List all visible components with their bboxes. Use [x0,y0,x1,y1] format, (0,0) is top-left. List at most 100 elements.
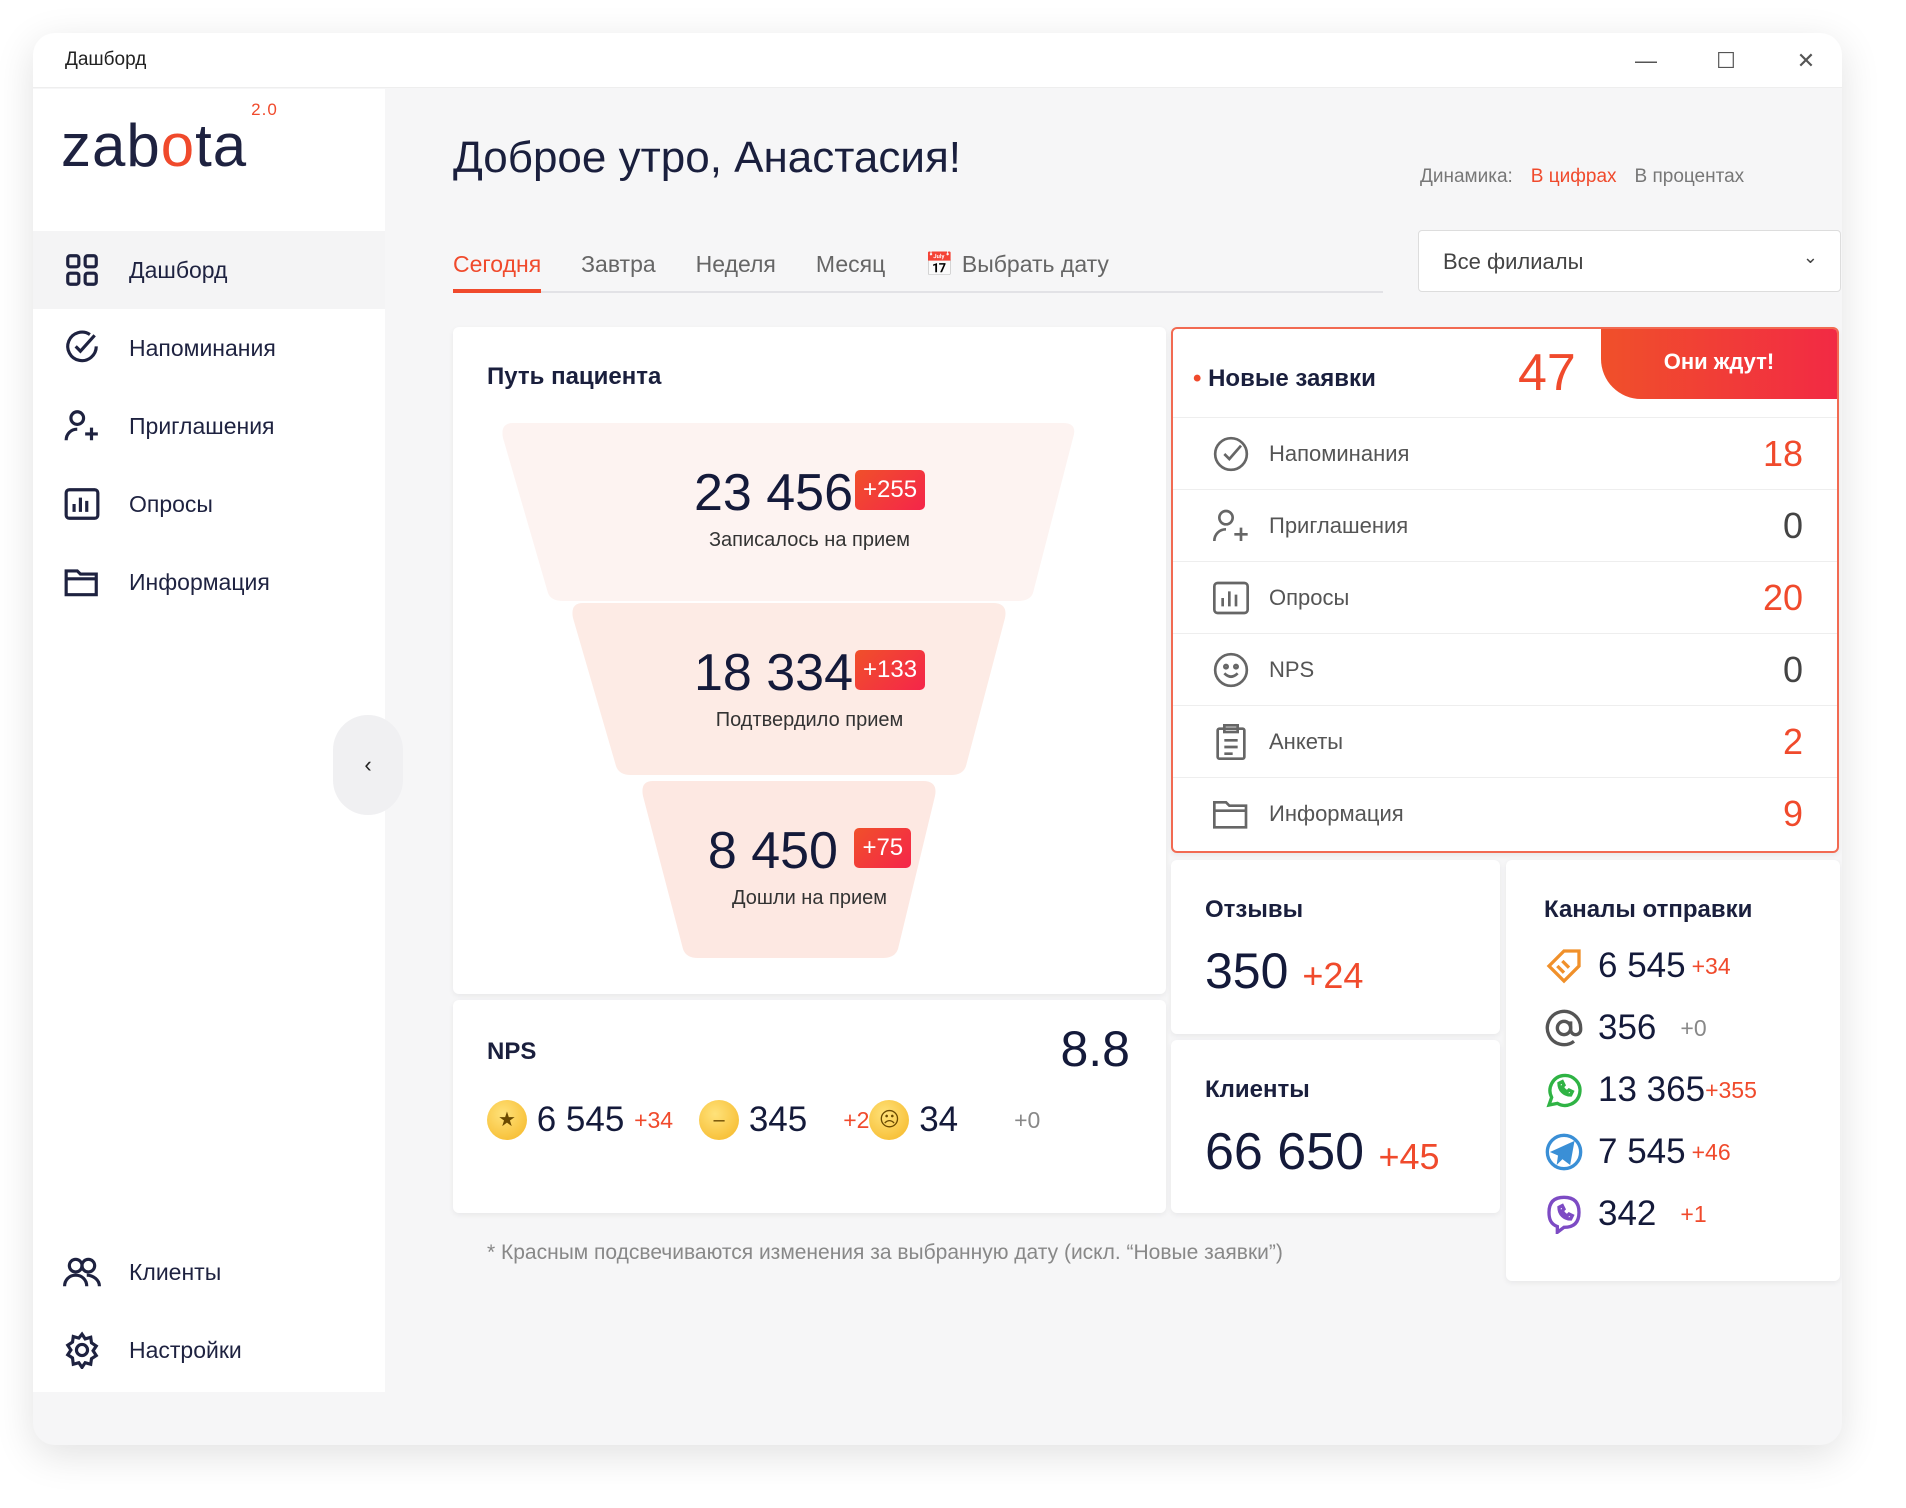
row-label: Опросы [1269,584,1350,610]
stage-value: 18 334 +133 [453,643,1166,703]
clients-card: Клиенты 66 650 +45 [1171,1040,1500,1213]
card-title: Каналы отправки [1544,896,1753,923]
row-label: Напоминания [1269,440,1410,466]
sidebar-item-settings[interactable]: Настройки [33,1311,385,1389]
row-value: 20 [1762,576,1803,618]
sidebar-item-label: Информация [129,568,270,595]
telegram-icon [1545,1133,1583,1171]
funnel-shape [642,781,936,958]
card-title: Отзывы [1205,896,1304,923]
tab-month[interactable]: Месяц [815,251,886,277]
maximize-button[interactable]: ☐ [1716,48,1736,73]
card-title: • Новые заявки [1193,365,1376,392]
row-value: 0 [1782,504,1803,546]
sidebar-item-reminders[interactable]: Напоминания [33,309,385,387]
request-row-information[interactable]: Информация 9 [1173,777,1837,849]
clipboard-icon [1216,723,1246,760]
row-value: 18 [1762,432,1803,474]
tab-week[interactable]: Неделя [695,251,776,277]
funnel-stage: 23 456 +255 Записалось на прием [453,423,1166,603]
row-label: Приглашения [1269,512,1409,538]
delta-badge: +75 [854,828,912,869]
nps-card: NPS 8.8 ★ 6 545 +34 – 345 +2 ☹ 34 +0 [453,1000,1166,1213]
card-title: NPS [487,1038,537,1065]
stage-label: Записалось на прием [708,529,911,551]
dynamics-numbers-option[interactable]: В цифрах [1530,166,1617,187]
sidebar-item-surveys[interactable]: Опросы [33,465,385,543]
detractors-delta: +0 [1014,1106,1041,1133]
whatsapp-icon [1546,1073,1582,1108]
dynamics-toggle: Динамика: В цифрах В процентах [1420,166,1744,188]
close-button[interactable]: ✕ [1796,48,1816,73]
neutral-face-icon: – [699,1100,740,1140]
stage-value: 8 450 +75 [453,821,1166,881]
promoters-value: 6 545 [536,1100,625,1139]
they-wait-button[interactable]: Они ждут! [1601,329,1837,399]
nps-groups: ★ 6 545 +34 – 345 +2 ☹ 34 +0 [487,1100,1040,1140]
detractors-value: 34 [919,1100,959,1139]
sidebar-item-label: Приглашения [129,412,275,439]
row-value: 0 [1782,648,1803,690]
sidebar: zabota2.0 Дашборд Напоминания Приглашени… [33,89,385,1392]
stage-label: Дошли на прием [731,887,888,909]
collapse-sidebar-button[interactable]: ‹ [333,715,403,815]
funnel-shape [572,603,1006,775]
sidebar-item-label: Дашборд [129,256,228,283]
channel-viber: 342 +1 [1544,1194,1707,1234]
period-tabs: Сегодня Завтра Неделя Месяц 📅 Выбрать дат… [453,237,1383,293]
star-eyes-emoji-icon: ★ [487,1100,527,1140]
bar-chart-icon [1213,581,1249,614]
logo: zabota2.0 [61,100,278,179]
tab-pick-date[interactable]: 📅 Выбрать дату [925,237,1109,293]
reviews-card: Отзывы 350 +24 [1171,860,1500,1034]
gear-icon [65,1331,99,1369]
new-requests-card: • Новые заявки 47 Они ждут! Напоминания 1… [1171,327,1839,853]
dynamics-percent-option[interactable]: В процентах [1634,166,1745,187]
request-row-invitations[interactable]: Приглашения 0 [1173,489,1837,561]
smile-icon [1213,652,1249,687]
sidebar-item-clients[interactable]: Клиенты [33,1233,385,1311]
neutrals-delta: +2 [843,1106,870,1133]
tab-label: Выбрать дату [961,251,1109,277]
minimize-button[interactable]: — [1635,48,1657,73]
user-plus-icon [1213,509,1248,541]
channel-telegram: 7 545 +46 [1544,1132,1731,1172]
tab-tomorrow[interactable]: Завтра [581,251,656,277]
viber-icon [1547,1195,1581,1234]
sidebar-item-label: Настройки [129,1336,242,1363]
delta-badge: +133 [854,650,926,691]
main-content: Доброе утро, Анастасия! Динамика: В цифр… [385,89,1842,1445]
card-title: Клиенты [1205,1076,1310,1103]
funnel-shape [502,423,1075,601]
row-label: Информация [1269,800,1404,826]
channels-card: Каналы отправки 6 545 +34 356 +0 13 365 +35… [1506,860,1840,1281]
grid-icon [66,254,98,286]
bar-chart-icon [64,488,100,520]
check-circle-icon [1213,436,1249,471]
row-value: 9 [1782,792,1803,834]
request-row-nps[interactable]: NPS 0 [1173,633,1837,705]
request-row-surveys[interactable]: Опросы 20 [1173,561,1837,633]
app-window: Дашборд — ☐ ✕ zabota2.0 Дашборд Напомина… [33,33,1842,1445]
request-row-reminders[interactable]: Напоминания 18 [1173,417,1837,489]
folder-icon [64,569,98,597]
card-title: Путь пациента [487,363,662,390]
sidebar-item-dashboard[interactable]: Дашборд [33,231,385,309]
neutrals-value: 345 [748,1100,808,1139]
calendar-icon: 📅 [925,251,954,277]
page-title: Доброе утро, Анастасия! [453,133,962,182]
row-value: 2 [1782,720,1803,762]
sidebar-item-information[interactable]: Информация [33,543,385,621]
sidebar-item-label: Опросы [129,490,213,517]
request-row-forms[interactable]: Анкеты 2 [1173,705,1837,777]
branch-select-value: Все филиалы [1443,249,1584,274]
branch-select[interactable]: Все филиалы ⌄ [1418,230,1841,292]
row-label: Анкеты [1269,728,1344,754]
delta-badge: +255 [854,470,926,511]
sidebar-item-label: Напоминания [129,334,276,361]
funnel-stage: 18 334 +133 Подтвердило прием [453,603,1166,783]
tab-today[interactable]: Сегодня [453,237,542,293]
nps-score: 8.8 [1060,1021,1130,1077]
channel-whatsapp: 13 365 +355 [1544,1070,1757,1110]
sidebar-item-invitations[interactable]: Приглашения [33,387,385,465]
